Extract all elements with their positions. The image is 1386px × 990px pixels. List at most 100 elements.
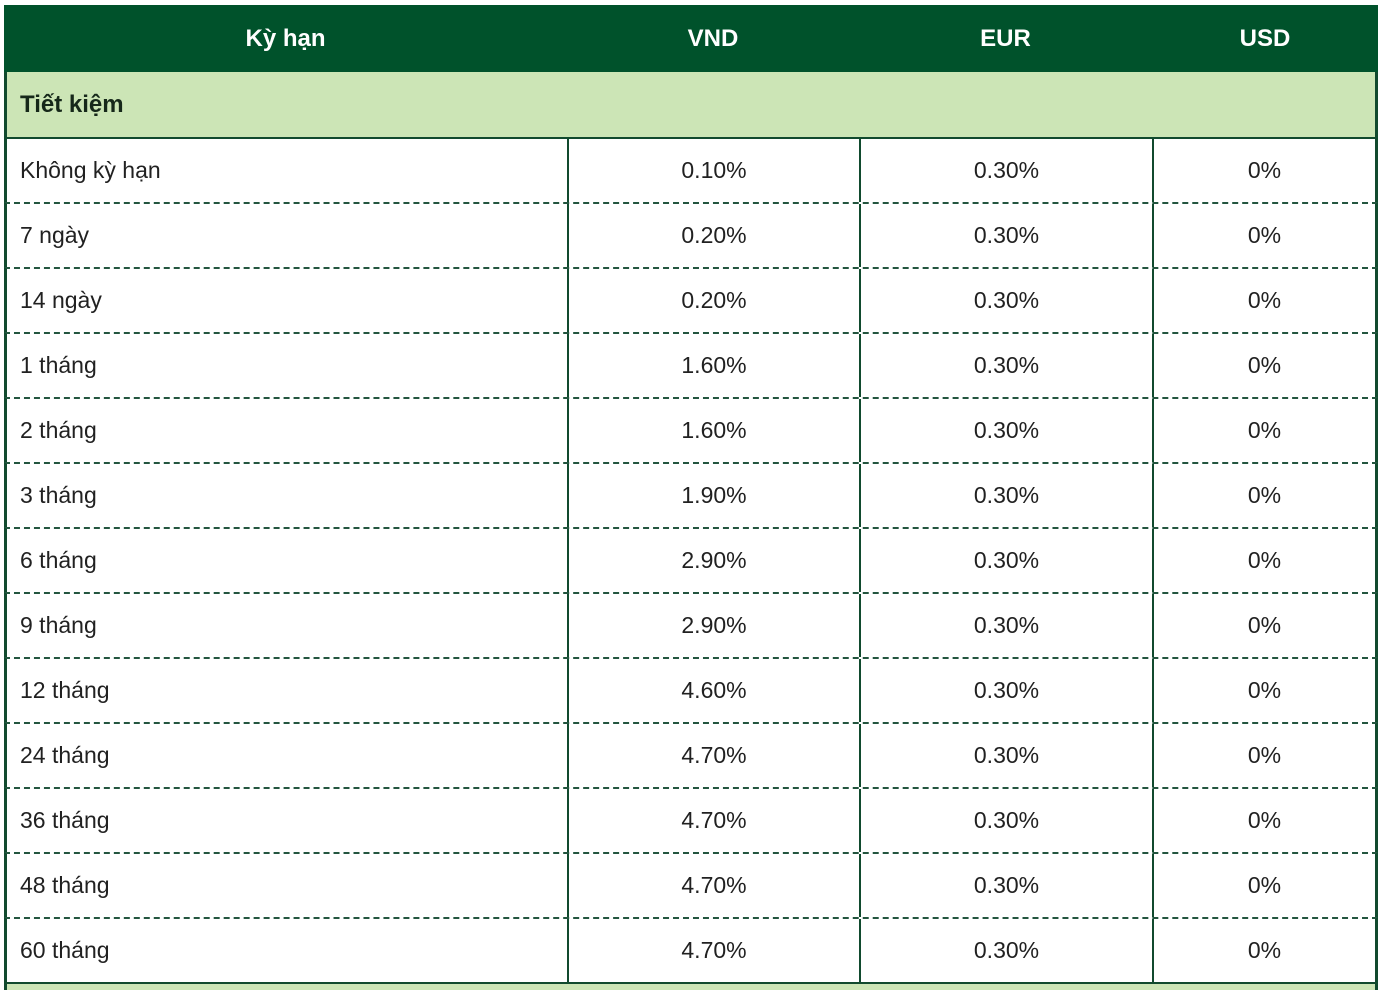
vnd-cell: 0.20%: [567, 204, 859, 267]
eur-value: 0.30%: [973, 352, 1040, 378]
term-cell: 2 tháng: [7, 399, 567, 462]
usd-value: 0%: [1247, 677, 1282, 703]
vnd-cell: 1.90%: [567, 464, 859, 527]
usd-cell: 0%: [1152, 529, 1375, 592]
usd-value: 0%: [1247, 807, 1282, 833]
usd-cell: 0%: [1152, 334, 1375, 397]
usd-cell: 0%: [1152, 464, 1375, 527]
term-label: 14 ngày: [20, 287, 102, 313]
usd-value: 0%: [1247, 937, 1282, 963]
term-label: 2 tháng: [20, 417, 97, 443]
vnd-cell: 2.90%: [567, 529, 859, 592]
vnd-cell: 4.70%: [567, 854, 859, 917]
vnd-cell: 1.60%: [567, 399, 859, 462]
table-row: Không kỳ hạn 0.10% 0.30% 0%: [4, 137, 1378, 202]
header-label-vnd: VND: [687, 24, 739, 52]
table-row: 48 tháng 4.70% 0.30% 0%: [4, 852, 1378, 917]
usd-cell: 0%: [1152, 724, 1375, 787]
term-cell: 60 tháng: [7, 919, 567, 982]
usd-cell: 0%: [1152, 919, 1375, 982]
table-row: 36 tháng 4.70% 0.30% 0%: [4, 787, 1378, 852]
term-cell: 1 tháng: [7, 334, 567, 397]
term-cell: 24 tháng: [7, 724, 567, 787]
vnd-value: 0.10%: [681, 157, 747, 183]
eur-cell: 0.30%: [859, 399, 1152, 462]
eur-value: 0.30%: [973, 157, 1040, 183]
table-row: 7 ngày 0.20% 0.30% 0%: [4, 202, 1378, 267]
table-row: 60 tháng 4.70% 0.30% 0%: [4, 917, 1378, 982]
eur-value: 0.30%: [973, 872, 1040, 898]
table-row: 3 tháng 1.90% 0.30% 0%: [4, 462, 1378, 527]
eur-cell: 0.30%: [859, 529, 1152, 592]
header-cell-vnd: VND: [567, 25, 859, 53]
vnd-value: 4.60%: [681, 677, 747, 703]
term-cell: 12 tháng: [7, 659, 567, 722]
vnd-value: 4.70%: [681, 742, 747, 768]
eur-value: 0.30%: [973, 612, 1040, 638]
vnd-cell: 4.70%: [567, 789, 859, 852]
term-cell: 36 tháng: [7, 789, 567, 852]
usd-value: 0%: [1247, 547, 1282, 573]
eur-value: 0.30%: [973, 547, 1040, 573]
header-cell-usd: USD: [1152, 25, 1378, 53]
table-row: 24 tháng 4.70% 0.30% 0%: [4, 722, 1378, 787]
table-row: 2 tháng 1.60% 0.30% 0%: [4, 397, 1378, 462]
table-row: 12 tháng 4.60% 0.30% 0%: [4, 657, 1378, 722]
header-label-term: Kỳ hạn: [245, 24, 326, 52]
usd-value: 0%: [1247, 612, 1282, 638]
table-header-row: Kỳ hạn VND EUR USD: [4, 5, 1378, 72]
section-row-savings: Tiết kiệm: [4, 72, 1378, 137]
vnd-value: 4.70%: [681, 937, 747, 963]
eur-value: 0.30%: [973, 287, 1040, 313]
eur-cell: 0.30%: [859, 139, 1152, 202]
usd-value: 0%: [1247, 352, 1282, 378]
term-cell: 7 ngày: [7, 204, 567, 267]
vnd-value: 0.20%: [681, 287, 747, 313]
eur-cell: 0.30%: [859, 854, 1152, 917]
term-label: 1 tháng: [20, 352, 97, 378]
usd-value: 0%: [1247, 287, 1282, 313]
vnd-cell: 0.10%: [567, 139, 859, 202]
eur-cell: 0.30%: [859, 334, 1152, 397]
eur-value: 0.30%: [973, 417, 1040, 443]
eur-cell: 0.30%: [859, 204, 1152, 267]
eur-value: 0.30%: [973, 807, 1040, 833]
term-label: Không kỳ hạn: [20, 157, 161, 183]
eur-cell: 0.30%: [859, 659, 1152, 722]
eur-cell: 0.30%: [859, 269, 1152, 332]
term-label: 12 tháng: [20, 677, 110, 703]
usd-value: 0%: [1247, 742, 1282, 768]
term-cell: 48 tháng: [7, 854, 567, 917]
term-label: 9 tháng: [20, 612, 97, 638]
term-label: 48 tháng: [20, 872, 110, 898]
table-row: 1 tháng 1.60% 0.30% 0%: [4, 332, 1378, 397]
vnd-cell: 2.90%: [567, 594, 859, 657]
usd-cell: 0%: [1152, 854, 1375, 917]
vnd-cell: 4.70%: [567, 919, 859, 982]
usd-value: 0%: [1247, 482, 1282, 508]
vnd-value: 1.60%: [681, 352, 747, 378]
usd-value: 0%: [1247, 872, 1282, 898]
usd-cell: 0%: [1152, 659, 1375, 722]
eur-cell: 0.30%: [859, 919, 1152, 982]
term-cell: 3 tháng: [7, 464, 567, 527]
vnd-value: 4.70%: [681, 872, 747, 898]
usd-cell: 0%: [1152, 204, 1375, 267]
term-label: 3 tháng: [20, 482, 97, 508]
eur-value: 0.30%: [973, 937, 1040, 963]
vnd-value: 2.90%: [681, 612, 747, 638]
vnd-cell: 4.60%: [567, 659, 859, 722]
vnd-value: 1.60%: [681, 417, 747, 443]
header-label-usd: USD: [1239, 24, 1291, 52]
eur-cell: 0.30%: [859, 464, 1152, 527]
section-title: Tiết kiệm: [20, 90, 124, 118]
usd-cell: 0%: [1152, 399, 1375, 462]
vnd-cell: 4.70%: [567, 724, 859, 787]
table-row: 6 tháng 2.90% 0.30% 0%: [4, 527, 1378, 592]
eur-value: 0.30%: [973, 677, 1040, 703]
term-cell: Không kỳ hạn: [7, 139, 567, 202]
usd-cell: 0%: [1152, 594, 1375, 657]
header-label-eur: EUR: [980, 24, 1031, 52]
next-section-row-partial: [4, 982, 1378, 990]
